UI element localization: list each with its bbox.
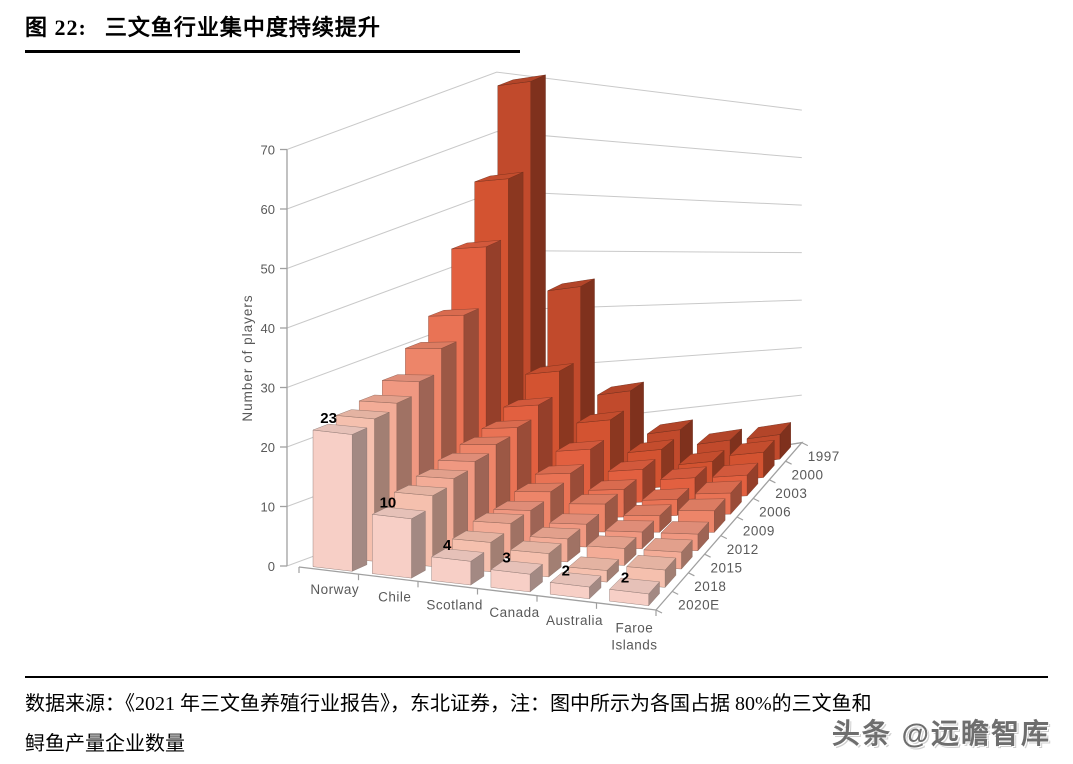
- bar-Chile-2020E: [371, 507, 427, 579]
- bar-value-label: 2: [621, 569, 629, 586]
- y-tick-label: 50: [261, 262, 275, 277]
- y-tick-label: 40: [261, 321, 275, 336]
- x-category-label: Norway: [310, 582, 359, 597]
- axis-labels: 0 10 20 30 40 50 60 70 Number of players Norway Ch…: [240, 143, 840, 653]
- y-tick-label: 30: [261, 381, 275, 396]
- bar-Norway-2020E: [312, 423, 368, 572]
- bar-value-label: 10: [380, 494, 397, 511]
- x-category-label: Faroe: [615, 621, 653, 636]
- y-tick-label: 10: [261, 500, 275, 515]
- depth-year-label: 2015: [711, 561, 743, 576]
- bar-value-label: 4: [443, 537, 452, 554]
- bar-value-label: 23: [320, 410, 337, 427]
- bar-value-label: 2: [562, 562, 570, 579]
- bar-Faroe-Islands-2020E: [609, 577, 660, 607]
- y-tick-label: 70: [261, 143, 275, 158]
- source-note: 数据来源：《2021 年三文鱼养殖行业报告》，东北证券，注：图中所示为各国占据 …: [25, 684, 1025, 764]
- figure-title-text: 三文鱼行业集中度持续提升: [104, 15, 381, 40]
- bar-Australia-2020E: [549, 571, 602, 600]
- bar-Canada-2020E: [490, 560, 544, 593]
- depth-year-label: 2012: [727, 542, 759, 557]
- source-note-line1: 数据来源：《2021 年三文鱼养殖行业报告》，东北证券，注：图中所示为各国占据 …: [25, 693, 872, 715]
- x-category-label: Canada: [489, 605, 539, 620]
- x-category-label: Islands: [611, 638, 657, 653]
- depth-year-label: 2003: [775, 486, 807, 501]
- x-category-label: Australia: [546, 613, 603, 628]
- depth-year-label: 2006: [759, 505, 791, 520]
- depth-year-label: 2009: [743, 523, 775, 538]
- figure-number: 图 22:: [25, 15, 87, 40]
- y-tick-label: 0: [268, 559, 275, 574]
- bar-Scotland-2020E: [430, 548, 485, 586]
- y-axis-title: Number of players: [240, 294, 255, 421]
- figure-title: 图 22: 三文鱼行业集中度持续提升: [25, 10, 520, 53]
- source-note-line2: 鲟鱼产量企业数量: [25, 733, 185, 755]
- bar-value-label: 3: [502, 550, 510, 567]
- depth-year-label: 2000: [792, 468, 824, 483]
- depth-year-label: 2018: [694, 579, 726, 594]
- y-tick-label: 60: [261, 202, 275, 217]
- x-category-label: Chile: [378, 590, 411, 605]
- depth-year-label: 1997: [808, 449, 840, 464]
- x-category-label: Scotland: [426, 597, 483, 612]
- watermark: 头条 @远瞻智库: [831, 718, 1051, 749]
- y-tick-label: 20: [261, 440, 275, 455]
- footer-divider: [25, 676, 1048, 678]
- depth-year-label: 2020E: [678, 598, 720, 613]
